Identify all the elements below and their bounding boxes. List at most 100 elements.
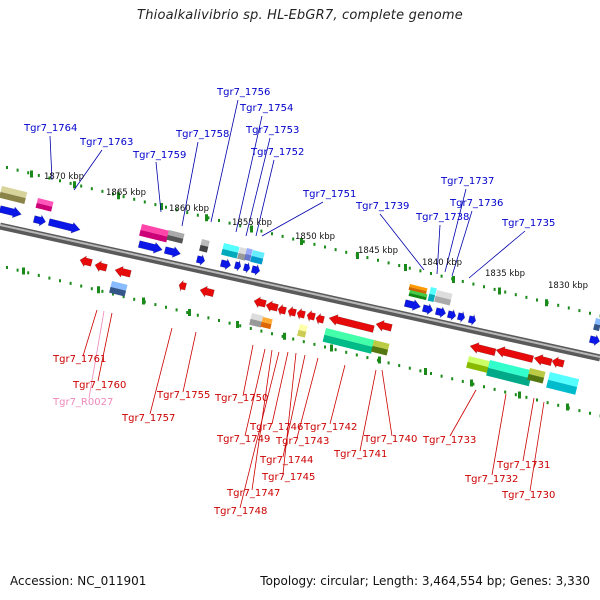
ruler-label: 1865 kbp [106,188,146,198]
forward-major-tick [300,238,303,245]
feature-block-bottom [244,253,252,262]
forward-scale-tick [48,176,51,180]
forward-scale-tick [472,282,475,286]
forward-scale-tick [334,248,337,252]
reverse-scale-tick [345,350,348,354]
feature-block-bottom [546,379,578,395]
feature-block-bottom [250,255,264,265]
topology-label: Topology: [260,574,317,588]
reverse-scale-tick [165,305,167,309]
forward-scale-tick [69,181,72,185]
forward-gene-leader [451,210,473,277]
forward-gene-leader [155,161,162,213]
genome-summary: Topology: circular; Length: 3,464,554 bp… [260,574,590,588]
ruler-label: 1840 kbp [422,258,462,268]
forward-gene-leader [436,224,441,275]
feature-block-top [409,290,428,298]
forward-major-tick [117,192,120,200]
forward-gene-label: Tgr7_1739 [355,201,409,212]
ruler-label: 1870 kbp [44,172,84,182]
forward-major-tick [545,299,548,307]
reverse-gene-leader [491,393,507,476]
forward-scale-tick [90,187,93,191]
reverse-gene-label: Tgr7_1746 [249,422,303,433]
reverse-scale-tick [578,409,581,413]
forward-scale-tick [430,272,432,275]
feature-block-bottom [139,229,168,243]
forward-major-tick [160,203,163,210]
ruler-label: 1850 kbp [295,232,335,242]
reverse-gene-label: Tgr7_1730 [501,490,555,501]
reverse-major-tick [142,297,145,305]
feature-block [593,318,600,332]
reverse-scale-tick [186,311,189,315]
reverse-gene-arrow [375,319,393,332]
forward-scale-tick [589,311,591,315]
reverse-scale-tick [557,403,560,407]
forward-scale-tick [37,173,40,177]
accession-value: NC_011901 [77,574,147,588]
reverse-scale-tick [292,337,295,341]
reverse-gene-leader [239,351,280,509]
reverse-gene-leader [282,354,306,458]
feature-block [527,368,546,384]
reverse-gene-arrow-shape [253,296,267,309]
reverse-gene-arrow [265,300,279,313]
reverse-gene-arrow [79,255,93,268]
forward-scale-tick [133,197,136,201]
ruler-label: 1855 kbp [232,218,272,228]
forward-scale-tick [366,256,369,260]
forward-gene-arrow-shape [195,253,206,267]
reverse-gene-leader [381,369,393,437]
feature-block-top [261,317,273,325]
forward-scale-tick [345,250,348,254]
feature-block-bottom [221,248,239,259]
forward-scale-tick [324,245,326,249]
forward-gene-leader [379,213,425,271]
forward-scale-tick [387,261,390,265]
forward-gene-arrow [242,262,251,274]
reverse-major-tick [97,286,100,294]
reverse-scale-tick [504,390,507,394]
reverse-scale-tick [133,297,136,301]
forward-scale-tick [260,229,263,233]
reverse-gene-leader [522,397,535,462]
forward-gene-arrow [446,308,457,322]
feature-block-bottom [166,234,184,244]
forward-scale-tick [27,171,30,175]
reverse-scale-tick [525,395,528,399]
feature-block [546,372,580,395]
forward-scale-tick [16,168,19,172]
reverse-gene-leader [296,357,319,439]
feature-block-top [167,230,185,239]
feature-block [139,224,170,243]
feature-block [221,243,240,259]
feature-block [322,328,375,354]
forward-gene-arrow [403,299,421,311]
forward-gene-label: Tgr7_1758 [175,129,229,140]
feature-block-bottom [408,286,427,295]
reverse-gene-arrow [178,279,187,293]
reverse-scale-tick [408,366,411,370]
forward-scale-tick [175,208,178,212]
reverse-scale-tick [398,364,401,368]
reverse-gene-arrow-shape [94,260,108,273]
reverse-gene-arrow [253,296,267,309]
reverse-scale-tick [472,382,475,386]
reverse-gene-arrow-shape [265,300,279,313]
forward-major-tick [73,181,76,189]
reverse-scale-tick [112,292,114,296]
accession-line: Accession: NC_011901 [10,574,146,588]
feature-block [35,198,54,212]
forward-gene-arrow-shape [446,308,457,322]
reverse-scale-tick [48,276,51,280]
reverse-scale-tick [334,348,337,352]
reverse-gene-arrow [306,309,316,323]
forward-gene-arrow [47,218,81,234]
reverse-scale-tick [154,303,157,307]
reverse-gene-arrow-shape [533,354,553,367]
forward-gene-arrow-shape [163,246,181,258]
forward-scale-tick [186,211,189,215]
reverse-scale-tick [461,379,464,383]
reverse-major-tick [188,309,191,316]
